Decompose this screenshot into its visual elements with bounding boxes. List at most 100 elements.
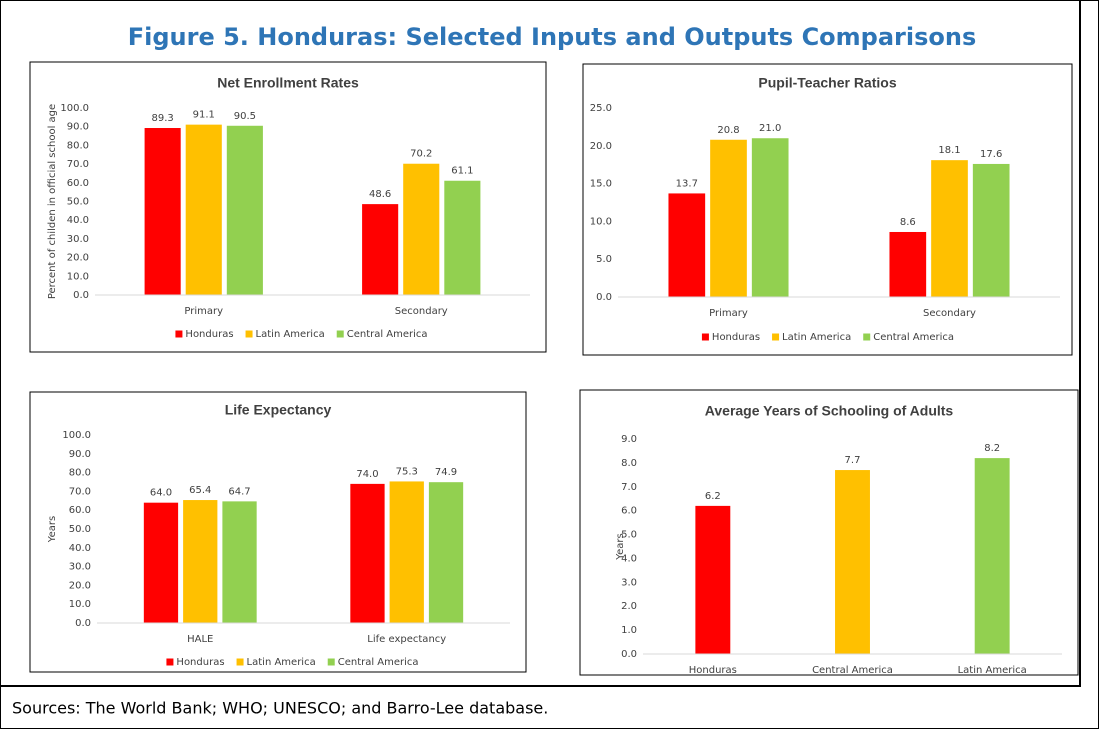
- bar: [974, 458, 1010, 654]
- legend-label: Latin America: [247, 657, 316, 668]
- data-label: 90.5: [234, 111, 256, 122]
- y-tick-label: 20.0: [67, 253, 89, 264]
- legend-swatch: [863, 333, 871, 341]
- x-tick-label: Primary: [184, 306, 223, 317]
- y-tick-label: 7.0: [621, 482, 637, 493]
- legend-swatch: [175, 330, 183, 338]
- chart-title: Average Years of Schooling of Adults: [705, 403, 954, 419]
- y-tick-label: 60.0: [67, 178, 89, 189]
- legend-label: Central America: [347, 329, 428, 340]
- chart-title: Pupil-Teacher Ratios: [758, 75, 896, 91]
- data-label: 91.1: [193, 110, 215, 121]
- x-tick-label: Primary: [709, 308, 748, 319]
- y-tick-label: 30.0: [69, 562, 91, 573]
- data-label: 17.6: [980, 149, 1002, 160]
- y-tick-label: 3.0: [621, 577, 637, 588]
- data-label: 8.2: [984, 443, 1000, 454]
- legend-label: Latin America: [256, 329, 325, 340]
- legend-swatch: [327, 658, 335, 666]
- data-label: 65.4: [189, 485, 211, 496]
- y-tick-label: 100.0: [60, 103, 89, 114]
- y-axis-label: Years: [615, 533, 626, 560]
- y-tick-label: 2.0: [621, 601, 637, 612]
- legend-swatch: [772, 333, 780, 341]
- bar: [389, 481, 424, 623]
- y-axis-label: Percent of childen in official school ag…: [47, 104, 58, 299]
- y-tick-label: 20.0: [69, 580, 91, 591]
- y-tick-label: 70.0: [67, 159, 89, 170]
- y-tick-label: 9.0: [621, 434, 637, 445]
- data-label: 7.7: [845, 455, 861, 466]
- y-tick-label: 0.0: [75, 618, 91, 629]
- legend-swatch: [236, 658, 244, 666]
- bar: [143, 502, 179, 623]
- chart-title: Life Expectancy: [225, 402, 332, 418]
- y-tick-label: 6.0: [621, 506, 637, 517]
- y-tick-label: 100.0: [62, 430, 91, 441]
- y-tick-label: 50.0: [69, 524, 91, 535]
- x-tick-label: Secondary: [395, 306, 448, 317]
- x-tick-label: Life expectancy: [367, 634, 446, 645]
- data-label: 64.7: [228, 486, 250, 497]
- data-label: 20.8: [717, 125, 739, 136]
- bar: [889, 231, 927, 297]
- data-label: 75.3: [396, 466, 418, 477]
- legend-swatch: [166, 658, 174, 666]
- y-tick-label: 0.0: [621, 649, 637, 660]
- bar: [185, 124, 222, 295]
- data-label: 13.7: [676, 178, 698, 189]
- bar: [403, 163, 440, 295]
- legend-label: Central America: [338, 657, 419, 668]
- bar: [444, 180, 481, 295]
- y-tick-label: 5.0: [596, 254, 612, 265]
- legend-swatch: [701, 333, 709, 341]
- y-tick-label: 80.0: [67, 140, 89, 151]
- bar: [931, 160, 968, 297]
- bar: [362, 204, 399, 295]
- x-tick-label: Central America: [812, 665, 893, 676]
- y-tick-label: 15.0: [590, 179, 612, 190]
- data-label: 61.1: [451, 166, 473, 177]
- data-label: 18.1: [938, 145, 960, 156]
- y-tick-label: 30.0: [67, 234, 89, 245]
- y-tick-label: 0.0: [73, 290, 89, 301]
- y-tick-label: 10.0: [67, 271, 89, 282]
- y-tick-label: 60.0: [69, 505, 91, 516]
- y-tick-label: 8.0: [621, 458, 637, 469]
- data-label: 89.3: [152, 113, 174, 124]
- x-tick-label: Honduras: [689, 665, 737, 676]
- data-label: 21.0: [759, 123, 781, 134]
- y-tick-label: 40.0: [67, 215, 89, 226]
- y-tick-label: 10.0: [590, 216, 612, 227]
- bar: [668, 193, 706, 297]
- y-tick-label: 50.0: [67, 197, 89, 208]
- bar: [183, 500, 218, 623]
- source-note: Sources: The World Bank; WHO; UNESCO; an…: [12, 699, 548, 718]
- x-tick-label: Secondary: [923, 308, 976, 319]
- y-tick-label: 0.0: [596, 292, 612, 303]
- data-label: 48.6: [369, 189, 391, 200]
- y-tick-label: 25.0: [590, 103, 612, 114]
- figure-title: Figure 5. Honduras: Selected Inputs and …: [128, 23, 977, 51]
- y-tick-label: 90.0: [69, 449, 91, 460]
- x-tick-label: Latin America: [958, 665, 1027, 676]
- data-label: 74.9: [435, 467, 457, 478]
- data-label: 64.0: [150, 488, 172, 499]
- legend-label: Honduras: [712, 332, 760, 343]
- legend-swatch: [336, 330, 344, 338]
- y-tick-label: 5.0: [621, 530, 637, 541]
- y-tick-label: 80.0: [69, 468, 91, 479]
- legend-label: Latin America: [782, 332, 851, 343]
- data-label: 6.2: [705, 491, 721, 502]
- data-label: 70.2: [410, 149, 432, 160]
- bar: [695, 505, 731, 654]
- bar: [751, 138, 789, 297]
- x-tick-label: HALE: [187, 634, 213, 645]
- y-tick-label: 20.0: [590, 141, 612, 152]
- legend-label: Central America: [873, 332, 954, 343]
- legend-swatch: [245, 330, 253, 338]
- y-tick-label: 70.0: [69, 486, 91, 497]
- data-label: 8.6: [900, 217, 916, 228]
- bar: [428, 482, 464, 623]
